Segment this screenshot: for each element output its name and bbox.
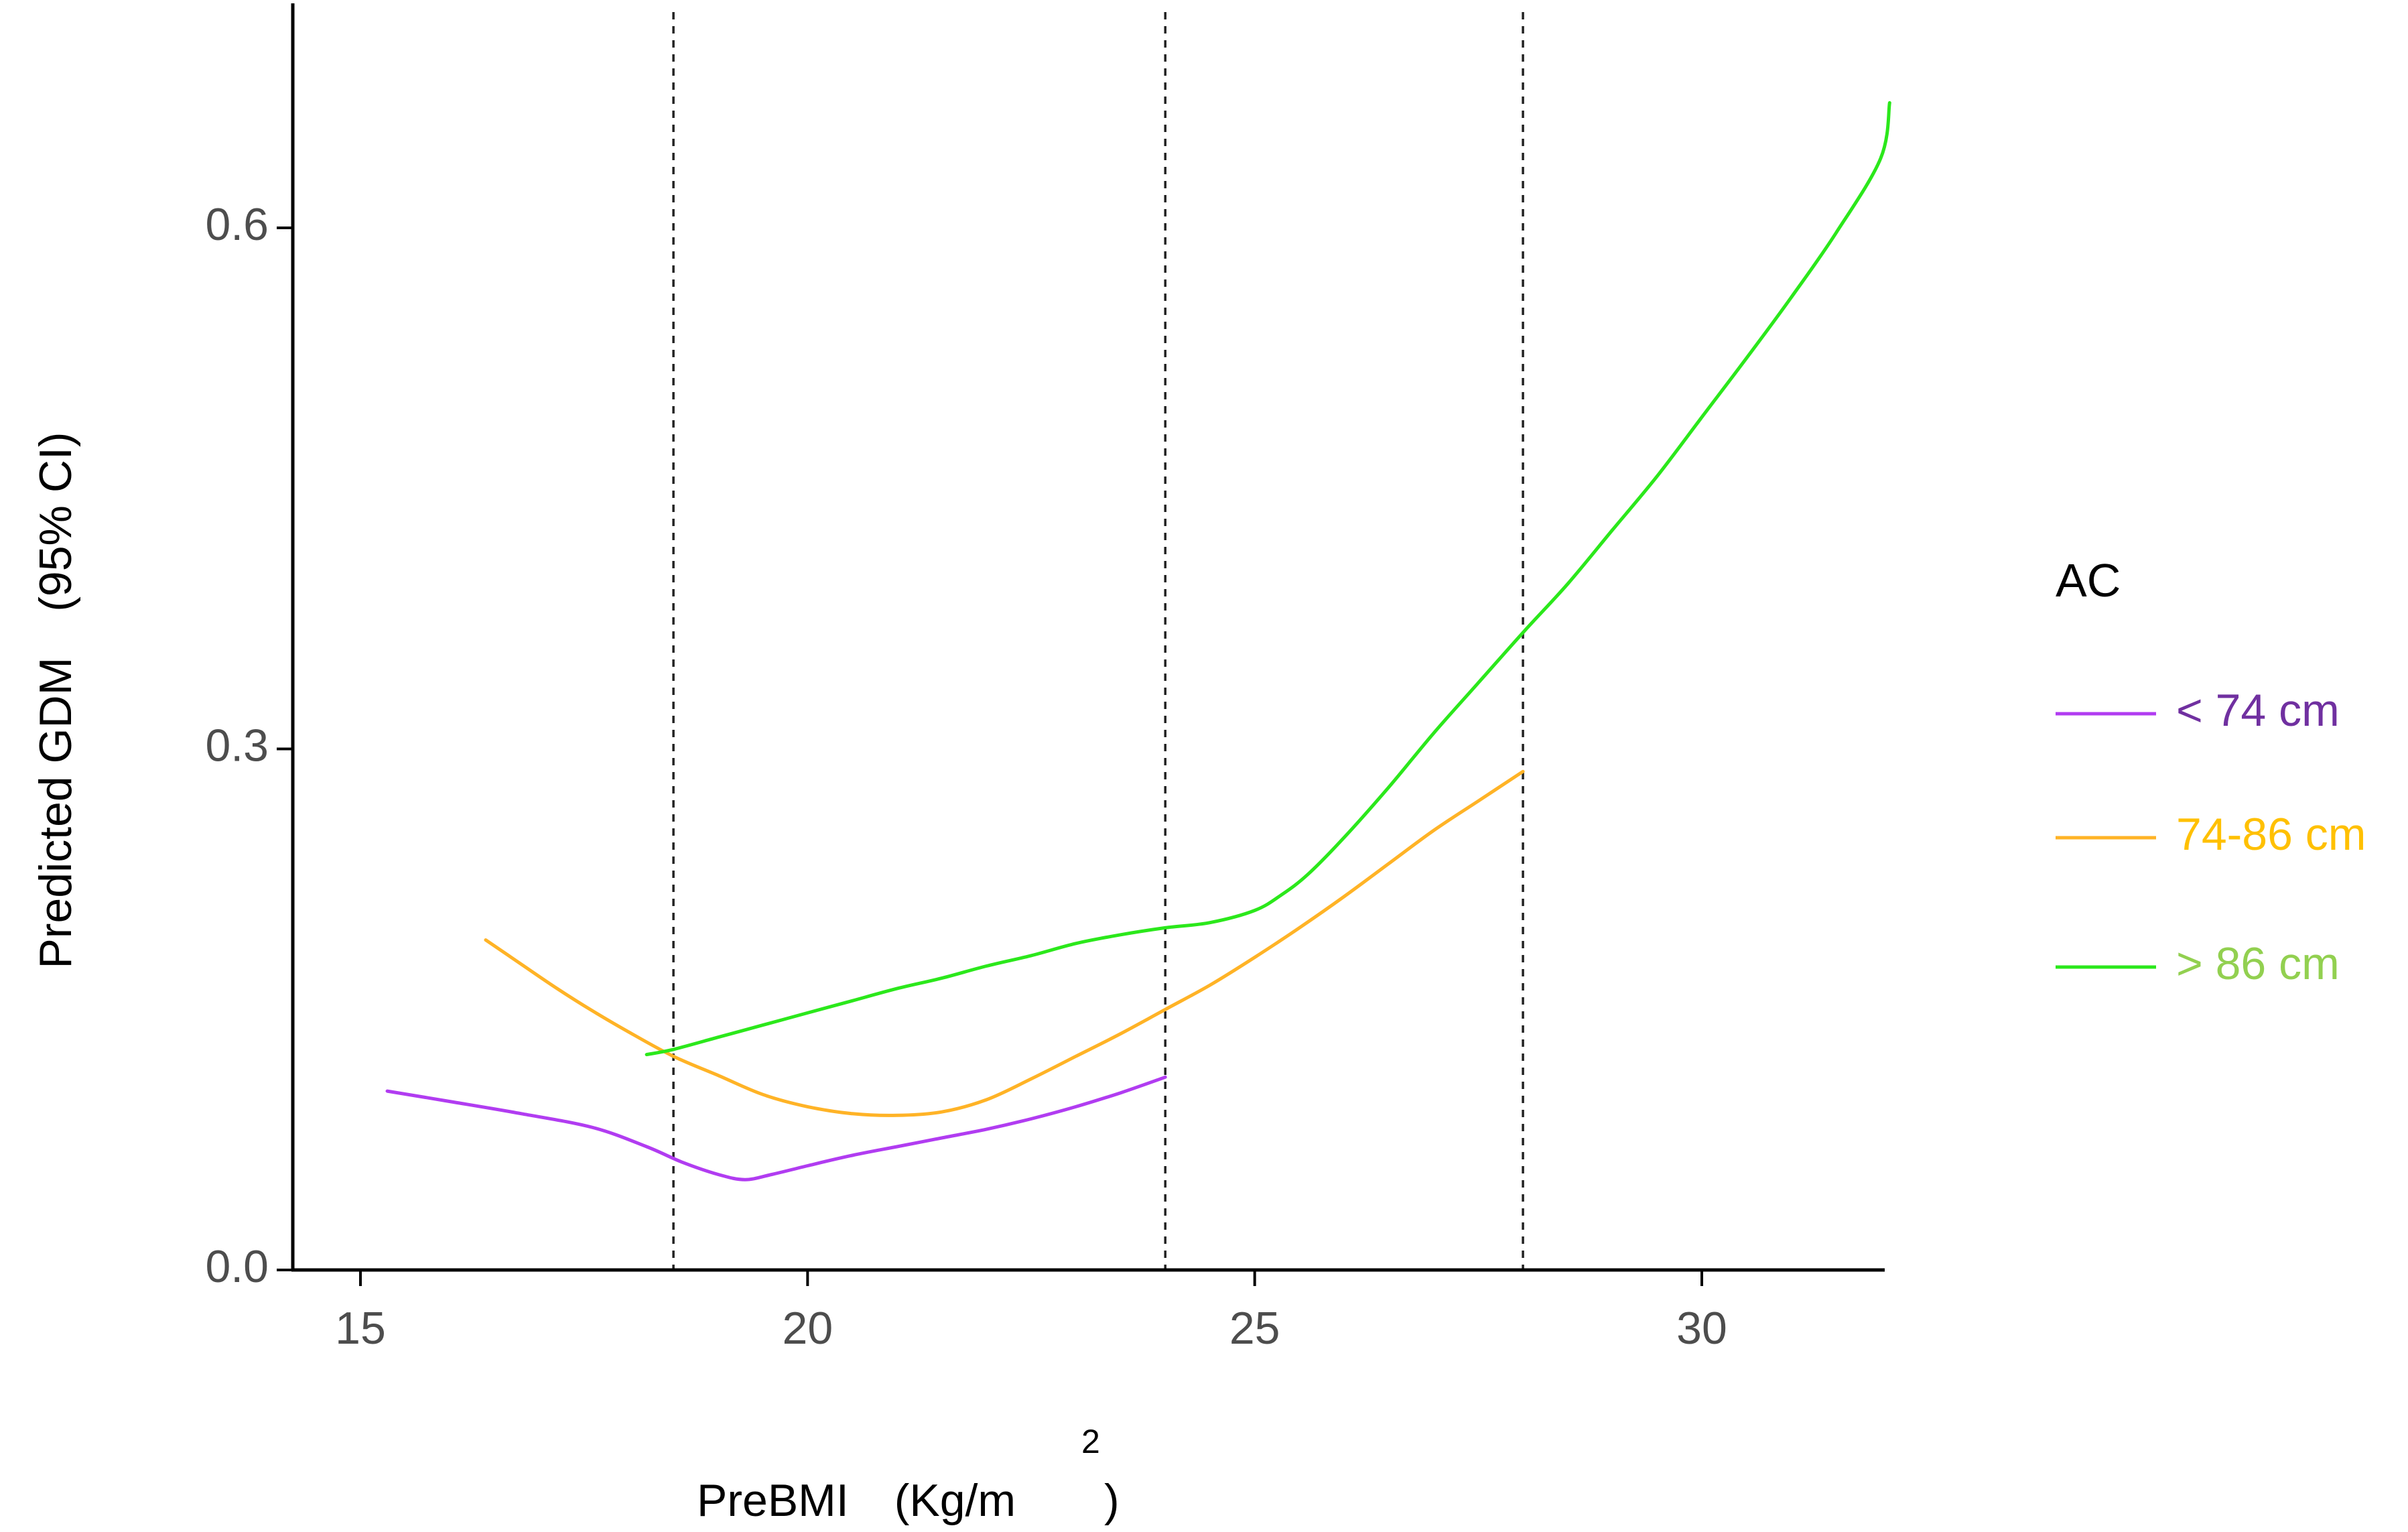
x-tick-label: 15 bbox=[335, 1303, 386, 1354]
series-line-gt-86 bbox=[645, 101, 1891, 1057]
legend-label-74-86: 74-86 cm bbox=[2176, 809, 2366, 860]
y-axis-title: Predicted GDM (95% CI) bbox=[30, 432, 81, 968]
legend-items: < 74 cm 74-86 cm > 86 cm bbox=[2056, 685, 2366, 989]
x-axis-ticks: 15 20 25 30 bbox=[335, 1270, 1727, 1354]
x-tick-label: 25 bbox=[1229, 1303, 1280, 1354]
series-line-lt-74 bbox=[385, 1075, 1167, 1182]
x-axis-title-close: ) bbox=[1104, 1475, 1120, 1526]
legend-label-gt-86: > 86 cm bbox=[2176, 938, 2340, 989]
y-tick-label: 0.0 bbox=[205, 1241, 269, 1292]
axes bbox=[291, 3, 1885, 1272]
x-tick-label: 30 bbox=[1676, 1303, 1727, 1354]
reference-lines bbox=[672, 12, 1524, 1270]
x-axis-title-superscript: 2 bbox=[1081, 1423, 1100, 1460]
x-axis-title: PreBMI (Kg/m 2 ) bbox=[697, 1423, 1120, 1526]
legend: AC < 74 cm 74-86 cm > 86 cm bbox=[2056, 554, 2366, 989]
x-tick-label: 20 bbox=[783, 1303, 833, 1354]
y-tick-label: 0.3 bbox=[205, 720, 269, 771]
legend-title: AC bbox=[2056, 554, 2121, 607]
series-line-74-86 bbox=[484, 769, 1525, 1117]
series-lines bbox=[385, 101, 1891, 1182]
y-axis-ticks: 0.0 0.3 0.6 bbox=[205, 199, 293, 1292]
legend-label-lt-74: < 74 cm bbox=[2176, 685, 2340, 736]
y-tick-label: 0.6 bbox=[205, 199, 269, 250]
x-axis-title-text: PreBMI (Kg/m bbox=[697, 1475, 1016, 1526]
